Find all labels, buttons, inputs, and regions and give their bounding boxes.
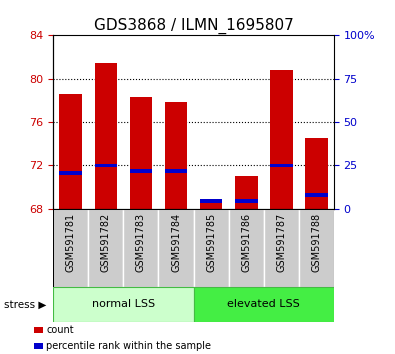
Text: GSM591787: GSM591787	[276, 213, 286, 272]
Text: GSM591781: GSM591781	[66, 213, 76, 272]
Bar	[34, 343, 43, 349]
Text: GSM591785: GSM591785	[206, 213, 216, 272]
Text: GSM591784: GSM591784	[171, 213, 181, 272]
Bar	[270, 70, 293, 209]
Text: percentile rank within the sample: percentile rank within the sample	[46, 341, 211, 351]
Text: elevated LSS: elevated LSS	[227, 299, 300, 309]
Bar	[270, 164, 293, 167]
Bar	[130, 169, 152, 173]
Bar	[60, 171, 82, 175]
Bar	[194, 287, 334, 322]
Bar	[158, 209, 194, 287]
Bar	[194, 209, 229, 287]
Bar	[305, 193, 327, 197]
Bar	[88, 209, 123, 287]
Text: stress ▶: stress ▶	[4, 299, 46, 309]
Bar	[123, 209, 158, 287]
Bar	[60, 94, 82, 209]
Bar	[165, 102, 187, 209]
Bar	[165, 169, 187, 173]
Bar	[130, 97, 152, 209]
Title: GDS3868 / ILMN_1695807: GDS3868 / ILMN_1695807	[94, 18, 293, 34]
Bar	[200, 204, 222, 209]
Text: normal LSS: normal LSS	[92, 299, 155, 309]
Text: GSM591788: GSM591788	[311, 213, 321, 272]
Text: GSM591782: GSM591782	[101, 213, 111, 272]
Text: count: count	[46, 325, 74, 335]
Text: GSM591786: GSM591786	[241, 213, 251, 272]
Text: GSM591783: GSM591783	[136, 213, 146, 272]
Bar	[299, 209, 334, 287]
Bar	[53, 209, 88, 287]
Bar	[94, 63, 117, 209]
Bar	[94, 164, 117, 167]
Bar	[200, 199, 222, 203]
Bar	[34, 327, 43, 333]
Bar	[264, 209, 299, 287]
Bar	[235, 176, 258, 209]
Bar	[53, 287, 194, 322]
Bar	[229, 209, 263, 287]
Bar	[305, 138, 327, 209]
Bar	[235, 199, 258, 203]
